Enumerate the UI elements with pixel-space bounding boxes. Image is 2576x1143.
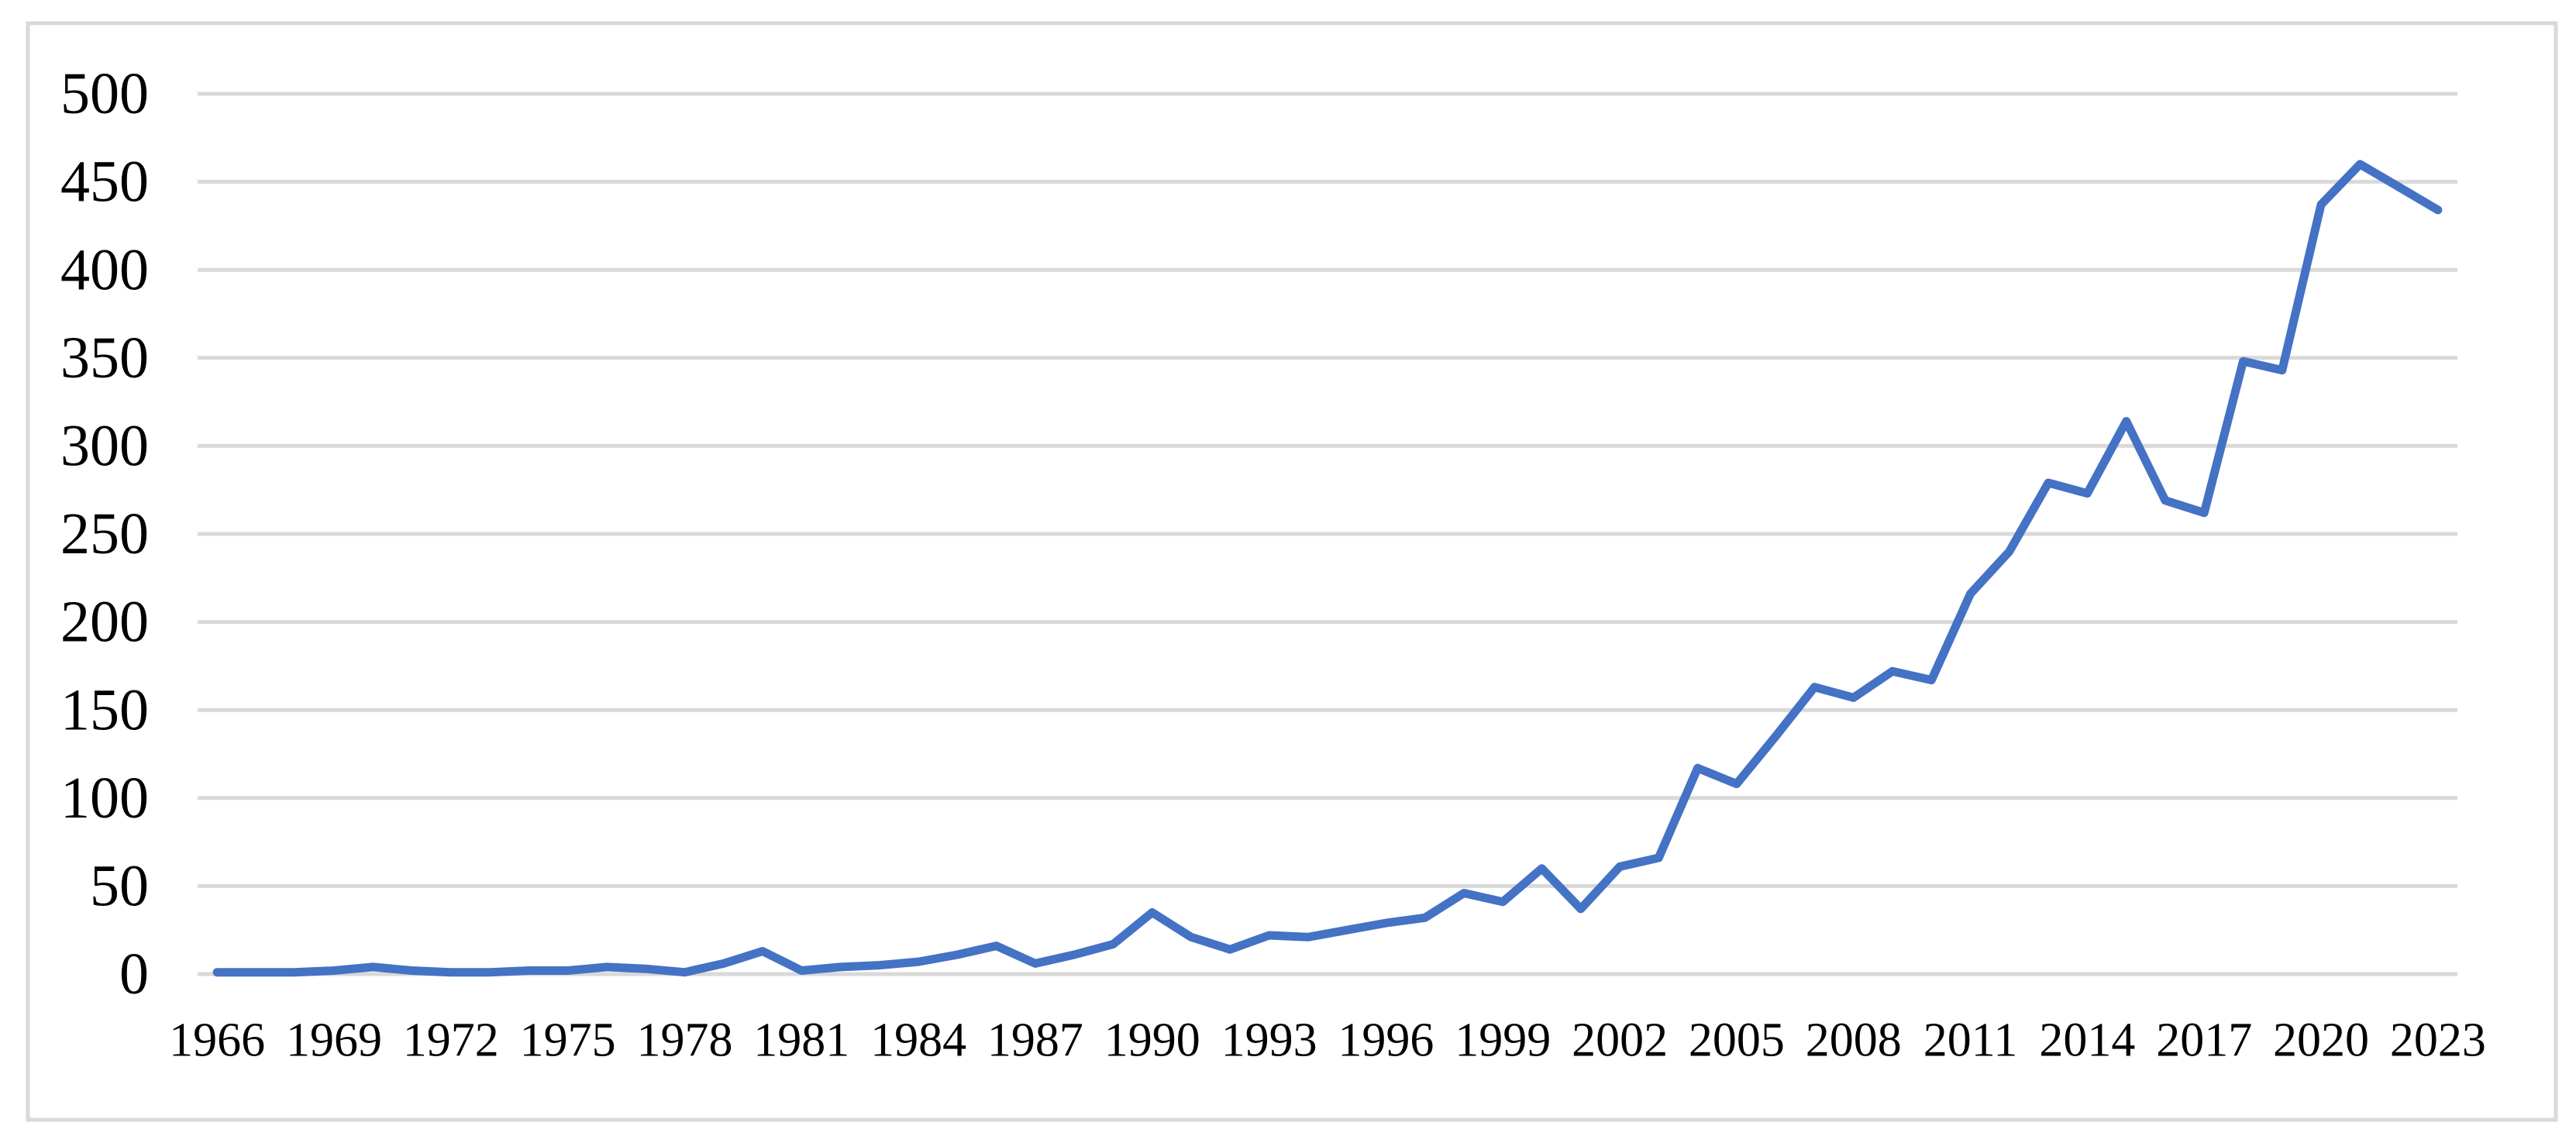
x-tick-label-1990: 1990: [1104, 1014, 1200, 1066]
x-tick-label-1966: 1966: [169, 1014, 265, 1066]
y-tick-label-50: 50: [90, 853, 149, 918]
y-tick-label-200: 200: [60, 590, 149, 655]
y-tick-label-150: 150: [60, 677, 149, 742]
y-tick-label-400: 400: [60, 237, 149, 302]
x-tick-label-1987: 1987: [987, 1014, 1083, 1066]
y-tick-label-0: 0: [119, 942, 149, 1007]
data-series-line: [212, 160, 2443, 977]
y-tick-label-300: 300: [60, 413, 149, 478]
y-tick-label-350: 350: [60, 325, 149, 391]
x-tick-label-2014: 2014: [2039, 1014, 2135, 1066]
y-axis-tick-labels: 0 50 100 150 200 250 300 350 400 450 500: [60, 61, 149, 1007]
y-tick-label-450: 450: [60, 150, 149, 215]
x-tick-label-2023: 2023: [2390, 1014, 2486, 1066]
x-tick-label-1969: 1969: [286, 1014, 382, 1066]
x-tick-label-1984: 1984: [870, 1014, 966, 1066]
x-tick-label-2017: 2017: [2156, 1014, 2252, 1066]
x-tick-label-1975: 1975: [520, 1014, 616, 1066]
x-tick-label-2005: 2005: [1689, 1014, 1785, 1066]
x-tick-label-1972: 1972: [403, 1014, 499, 1066]
x-tick-label-2011: 2011: [1923, 1014, 2018, 1066]
x-tick-label-1996: 1996: [1338, 1014, 1434, 1066]
x-tick-label-2020: 2020: [2273, 1014, 2369, 1066]
y-tick-label-500: 500: [60, 61, 149, 126]
chart-border: [26, 21, 2558, 1122]
x-tick-label-1978: 1978: [636, 1014, 732, 1066]
x-tick-label-1999: 1999: [1455, 1014, 1551, 1066]
y-tick-label-100: 100: [60, 766, 149, 831]
x-tick-label-2008: 2008: [1806, 1014, 1902, 1066]
x-axis-tick-labels: 1966 1969 1972 1975 1978 1981 1984 1987 1990 1993…: [169, 1014, 2486, 1066]
x-tick-label-2002: 2002: [1572, 1014, 1668, 1066]
x-tick-label-1993: 1993: [1221, 1014, 1317, 1066]
y-tick-label-250: 250: [60, 501, 149, 566]
x-tick-label-1981: 1981: [753, 1014, 849, 1066]
